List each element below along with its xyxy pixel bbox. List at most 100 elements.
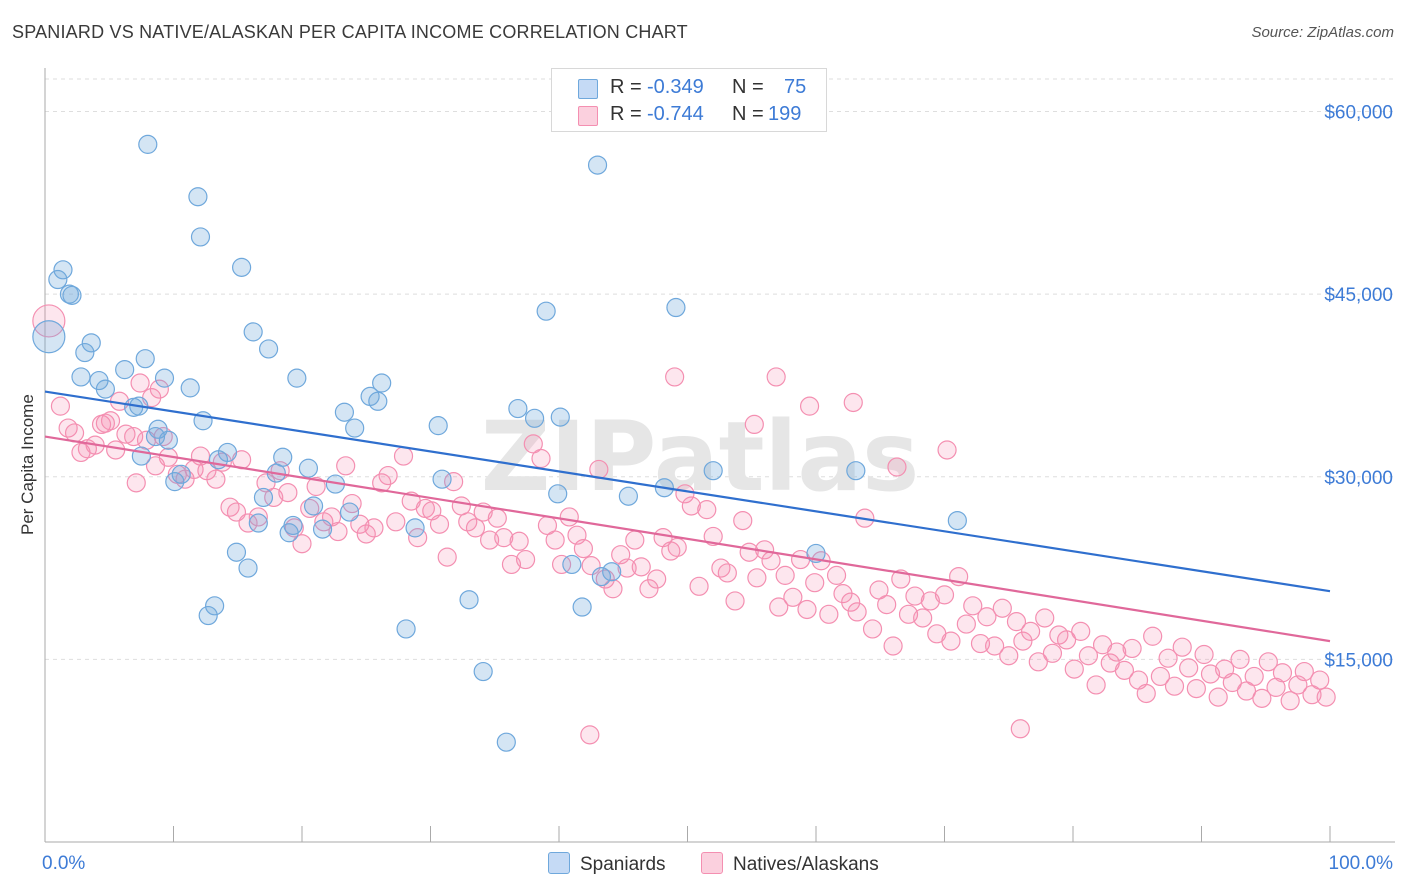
native-point — [877, 594, 897, 615]
native-point — [920, 591, 940, 611]
native-point — [963, 596, 983, 616]
native-point — [799, 396, 820, 416]
native-point — [665, 367, 685, 387]
native-point — [487, 508, 507, 528]
native-point — [883, 636, 903, 656]
n-value: 199 — [768, 103, 802, 125]
native-point — [559, 507, 579, 527]
native-point — [766, 367, 786, 387]
spaniard-point — [368, 391, 388, 411]
spaniard-point — [428, 416, 448, 436]
spaniard-point — [587, 155, 608, 175]
native-point — [985, 636, 1005, 656]
n-value: 75 — [784, 76, 807, 98]
native-point — [336, 456, 356, 476]
spaniard-point — [298, 458, 319, 478]
native-point — [733, 510, 753, 531]
spaniard-point — [188, 187, 208, 207]
native-point — [843, 392, 863, 413]
native-point — [847, 602, 867, 622]
spaniard-point — [62, 285, 82, 305]
spaniard-point — [258, 339, 279, 359]
native-point — [689, 576, 709, 596]
spaniard-point — [165, 472, 185, 492]
r-label: R = — [610, 76, 642, 98]
native-point — [1316, 687, 1336, 707]
correlation-legend: R = -0.349 N = 75 R = -0.744 N = 199 — [551, 68, 827, 132]
spaniard-point — [524, 408, 545, 428]
spaniard-point — [947, 510, 967, 531]
native-point — [1244, 666, 1264, 687]
spaniard-point — [572, 597, 592, 617]
native-point — [1086, 675, 1106, 695]
native-point — [1272, 663, 1293, 683]
native-point — [350, 514, 370, 534]
legend-row-spaniards: R = -0.349 N = 75 — [552, 73, 826, 101]
native-point — [1028, 652, 1048, 672]
spaniard-point — [253, 487, 274, 508]
native-point — [1006, 612, 1027, 632]
native-point — [501, 554, 522, 575]
native-point — [206, 469, 226, 489]
native-point — [1136, 683, 1156, 704]
native-point — [1194, 644, 1214, 665]
r-value: -0.349 — [647, 76, 704, 98]
spaniard-point — [190, 227, 211, 247]
legend-label-natives: Natives/Alaskans — [733, 854, 879, 875]
spaniard-point — [131, 446, 151, 466]
legend-label-spaniards: Spaniards — [580, 854, 666, 875]
native-point — [797, 599, 817, 620]
native-point — [1071, 621, 1091, 641]
native-point — [631, 557, 651, 577]
native-point — [130, 373, 150, 393]
spaniard-point — [32, 320, 66, 354]
spaniard-point — [339, 502, 360, 522]
spaniard-point — [602, 562, 622, 582]
native-point — [1020, 621, 1041, 641]
native-point — [1200, 664, 1221, 684]
spaniard-point — [48, 269, 68, 290]
spaniard-point — [115, 360, 135, 380]
native-point — [1280, 691, 1300, 711]
native-point — [937, 440, 957, 460]
spaniard-point — [396, 619, 416, 639]
native-point — [826, 565, 847, 585]
legend-swatch-natives — [578, 106, 598, 126]
spaniard-point — [248, 513, 268, 533]
native-point — [480, 530, 500, 550]
native-point — [278, 482, 298, 503]
spaniard-point — [75, 342, 95, 363]
r-label: R = — [610, 103, 642, 125]
native-point — [1078, 646, 1099, 666]
native-point — [681, 496, 701, 516]
spaniard-point — [459, 590, 479, 610]
legend-swatch-natives — [701, 852, 723, 874]
native-point — [124, 426, 144, 447]
spaniard-point — [171, 464, 191, 484]
spaniard-point — [496, 732, 516, 752]
native-point — [393, 446, 414, 466]
spaniard-point — [334, 402, 355, 422]
native-point — [934, 585, 955, 605]
spaniard-point — [81, 333, 101, 353]
native-point — [617, 558, 637, 578]
native-point — [364, 518, 384, 538]
spaniard-point — [138, 134, 158, 154]
spaniard-point — [562, 554, 582, 575]
spaniard-point — [217, 442, 238, 463]
native-point — [149, 379, 169, 399]
native-point — [292, 534, 312, 554]
legend-item-spaniards: Spaniards — [548, 852, 666, 876]
native-point — [1222, 672, 1242, 693]
legend-row-natives: R = -0.744 N = 199 — [552, 100, 826, 128]
n-label: N = — [732, 76, 764, 98]
native-point — [761, 551, 781, 571]
native-point — [747, 568, 767, 588]
spaniard-point — [283, 515, 303, 536]
native-point — [1013, 631, 1033, 651]
native-point — [551, 554, 572, 575]
native-point — [372, 473, 392, 493]
native-point — [248, 507, 268, 527]
native-point — [580, 725, 600, 745]
native-point — [970, 633, 991, 654]
